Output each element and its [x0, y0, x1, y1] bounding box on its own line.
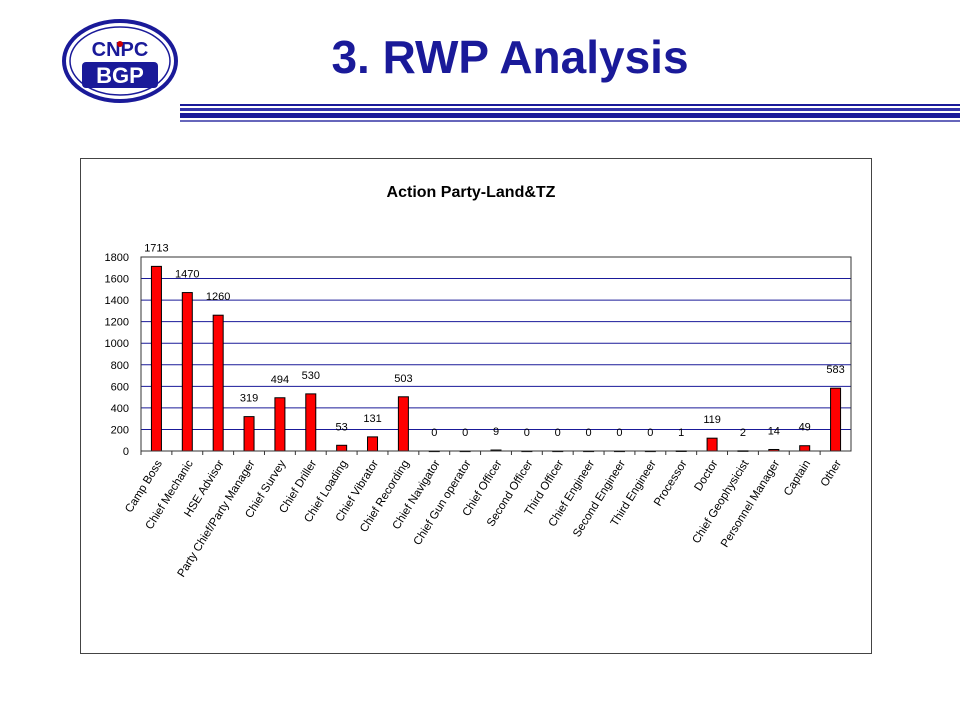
bar	[799, 445, 811, 452]
chart-frame: Action Party-Land&TZ 1713 Camp Boss 1470 Ch…	[80, 158, 872, 654]
x-tick-label: Captain	[782, 458, 813, 498]
y-tick-label: 800	[111, 360, 129, 372]
data-label: 1260	[206, 291, 230, 303]
bar	[212, 314, 224, 452]
svg-text:BGP: BGP	[96, 63, 144, 88]
bar	[274, 397, 286, 452]
y-tick-label: 0	[123, 446, 129, 458]
y-tick-label: 1000	[105, 338, 129, 350]
x-tick-label: Other	[819, 458, 845, 489]
svg-text:CNPC: CNPC	[92, 39, 149, 61]
bar	[336, 444, 348, 452]
data-label: 1713	[144, 242, 168, 254]
bar	[397, 396, 409, 452]
data-label: 53	[336, 421, 348, 433]
data-label: 2	[740, 427, 746, 439]
bar	[181, 292, 193, 452]
bar	[367, 436, 379, 452]
y-tick-label: 1600	[105, 274, 129, 286]
x-tick-label: Chief Gun operator	[412, 458, 474, 547]
y-tick-label: 1400	[105, 295, 129, 307]
data-label: 494	[271, 374, 289, 386]
data-label: 14	[768, 425, 780, 437]
bar	[305, 393, 317, 452]
cnpc-bgp-logo: CNPC BGP	[60, 18, 180, 104]
bar	[706, 437, 718, 452]
data-label: 503	[394, 373, 412, 385]
title-rule	[180, 104, 960, 106]
x-tick-label: Personnel Manager	[719, 458, 782, 550]
data-label: 0	[647, 427, 653, 439]
y-tick-label: 1800	[105, 252, 129, 264]
data-label: 119	[703, 414, 721, 426]
y-tick-label: 200	[111, 424, 129, 436]
data-label: 1470	[175, 269, 199, 281]
data-label: 0	[616, 427, 622, 439]
bar	[830, 387, 842, 452]
data-label: 131	[363, 413, 381, 425]
data-label: 49	[799, 422, 811, 434]
data-label: 319	[240, 393, 258, 405]
data-label: 9	[493, 426, 499, 438]
bar	[243, 416, 255, 452]
data-label: 530	[302, 370, 320, 382]
data-label: 583	[826, 364, 844, 376]
slide-title: 3. RWP Analysis	[331, 31, 689, 83]
bar	[150, 265, 162, 452]
data-label: 0	[586, 427, 592, 439]
y-tick-label: 400	[111, 403, 129, 415]
title-rule	[180, 120, 960, 122]
plot-area	[140, 256, 852, 452]
x-tick-label: Doctor	[693, 458, 721, 493]
data-label: 0	[555, 427, 561, 439]
data-label: 0	[431, 427, 437, 439]
chart-title: Action Party-Land&TZ	[387, 184, 556, 201]
y-tick-label: 600	[111, 381, 129, 393]
title-rule	[180, 113, 960, 118]
data-label: 1	[678, 427, 684, 439]
y-tick-label: 1200	[105, 317, 129, 329]
x-tick-label: Chief Geophysicist	[691, 458, 752, 546]
title-rule	[180, 108, 960, 111]
data-label: 0	[524, 427, 530, 439]
data-label: 0	[462, 427, 468, 439]
